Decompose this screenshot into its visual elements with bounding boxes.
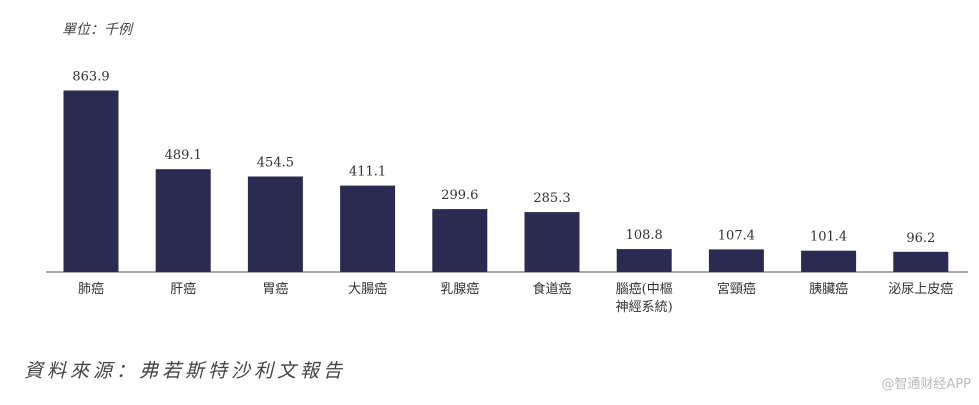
- x-tick-label: 泌尿上皮癌: [888, 281, 953, 297]
- bar-value-label: 411.1: [349, 165, 386, 180]
- unit-label: 單位：千例: [62, 22, 132, 38]
- x-tick-label: 大腸癌: [348, 281, 387, 297]
- x-tick-label: 胃癌: [262, 281, 288, 297]
- bar: [247, 176, 303, 272]
- bar-value-label: 299.6: [441, 188, 478, 203]
- bar: [893, 251, 949, 272]
- x-tick-label: 食道癌: [532, 281, 571, 297]
- bar-value-label: 285.3: [533, 191, 570, 206]
- bar: [63, 90, 119, 272]
- bar-value-label: 108.8: [626, 228, 663, 243]
- bar-value-label: 101.4: [810, 230, 847, 245]
- watermark: @智通财经APP: [881, 377, 971, 392]
- bar-value-label: 96.2: [906, 231, 935, 246]
- x-tick-label: 腦癌(中樞: [616, 281, 673, 297]
- bar-value-label: 489.1: [165, 148, 202, 163]
- bar: [616, 249, 672, 272]
- x-tick-label: 神經系統): [616, 300, 673, 315]
- bar-value-label: 863.9: [72, 70, 109, 85]
- x-tick-label: 肝癌: [170, 281, 196, 297]
- bar: [708, 249, 764, 272]
- bar: [524, 212, 580, 272]
- x-tick-label: 胰臟癌: [809, 281, 848, 297]
- source-note: 資料來源：弗若斯特沙利文報告: [24, 360, 347, 382]
- x-tick-label: 肺癌: [78, 281, 104, 297]
- x-tick-label: 宮頸癌: [717, 281, 756, 297]
- bar: [340, 185, 396, 272]
- x-tick-label: 乳腺癌: [440, 281, 479, 297]
- bar: [801, 250, 857, 272]
- bar: [155, 169, 211, 272]
- bar-value-label: 454.5: [257, 156, 294, 171]
- bar: [432, 209, 488, 272]
- bar-value-label: 107.4: [718, 228, 755, 243]
